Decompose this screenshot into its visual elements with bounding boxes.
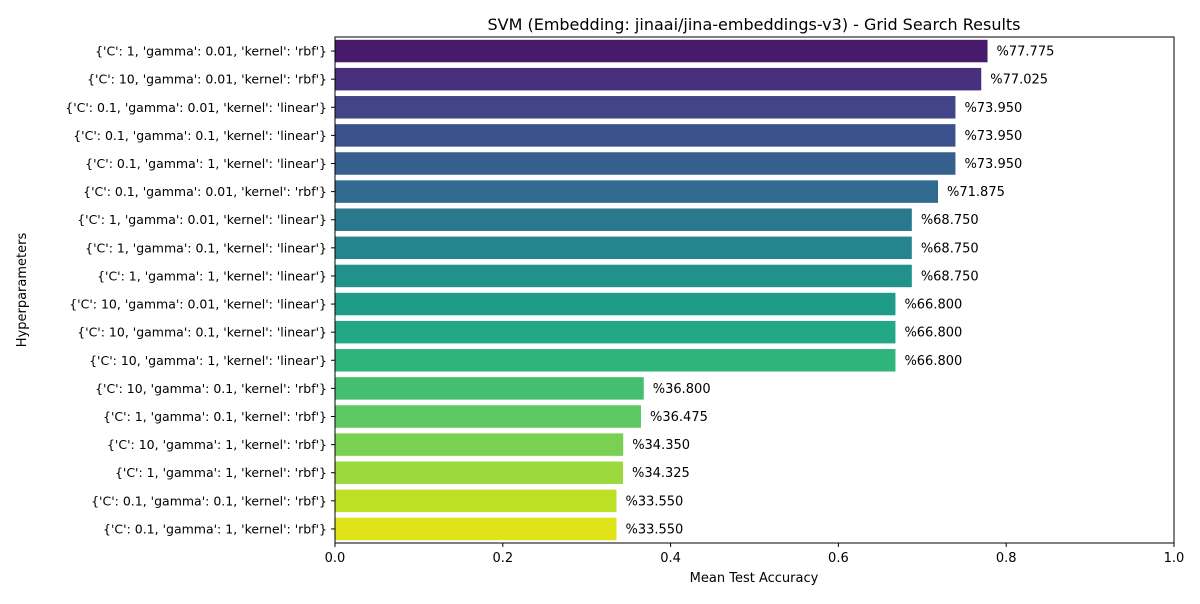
data-label: %34.350	[632, 438, 690, 453]
y-tick-label: {'C': 0.1, 'gamma': 0.01, 'kernel': 'rbf…	[83, 184, 327, 199]
data-label: %33.550	[625, 522, 683, 537]
data-label: %73.950	[964, 101, 1022, 116]
y-tick-label: {'C': 1, 'gamma': 0.1, 'kernel': 'linear…	[85, 240, 327, 255]
bar	[335, 67, 982, 91]
data-label: %77.775	[997, 45, 1055, 60]
data-label: %68.750	[921, 241, 979, 256]
y-tick-label: {'C': 0.1, 'gamma': 0.01, 'kernel': 'lin…	[65, 100, 327, 115]
bar	[335, 152, 956, 175]
x-tick-label: 0.4	[660, 551, 681, 566]
x-tick-label: 0.8	[996, 551, 1017, 566]
y-tick-label: {'C': 10, 'gamma': 0.01, 'kernel': 'line…	[69, 297, 327, 312]
y-tick-label: {'C': 0.1, 'gamma': 1, 'kernel': 'rbf'}	[103, 521, 327, 536]
x-tick-label: 0.6	[828, 551, 849, 566]
data-label: %34.325	[632, 466, 690, 481]
y-tick-label: {'C': 0.1, 'gamma': 0.1, 'kernel': 'rbf'…	[91, 493, 327, 508]
y-tick-label: {'C': 1, 'gamma': 1, 'kernel': 'linear'}	[97, 268, 327, 283]
bar	[335, 377, 644, 400]
y-tick-labels: {'C': 1, 'gamma': 0.01, 'kernel': 'rbf'}…	[65, 44, 335, 536]
bar	[335, 517, 617, 541]
y-tick-label: {'C': 10, 'gamma': 0.1, 'kernel': 'rbf'}	[95, 381, 327, 396]
chart-title: SVM (Embedding: jinaai/jina-embeddings-v…	[487, 15, 1020, 34]
x-axis-ticks: 0.0 0.2 0.4 0.6 0.8 1.0	[325, 543, 1185, 566]
bars-group	[335, 39, 988, 541]
y-tick-label: {'C': 1, 'gamma': 0.01, 'kernel': 'linea…	[77, 212, 327, 227]
data-label: %33.550	[625, 494, 683, 509]
plot-frame	[334, 36, 1175, 544]
bar	[335, 180, 939, 203]
data-label: %36.800	[653, 382, 711, 397]
x-tick-label: 1.0	[1164, 551, 1185, 566]
y-tick-label: {'C': 1, 'gamma': 0.1, 'kernel': 'rbf'}	[103, 409, 327, 424]
bar	[335, 433, 624, 456]
bar	[335, 39, 988, 63]
y-tick-label: {'C': 10, 'gamma': 1, 'kernel': 'rbf'}	[107, 437, 327, 452]
bar	[335, 405, 642, 428]
y-tick-label: {'C': 10, 'gamma': 0.01, 'kernel': 'rbf'…	[87, 72, 327, 87]
y-tick-label: {'C': 10, 'gamma': 0.1, 'kernel': 'linea…	[77, 325, 327, 340]
y-tick-label: {'C': 10, 'gamma': 1, 'kernel': 'linear'…	[89, 353, 327, 368]
data-label: %73.950	[964, 129, 1022, 144]
y-tick-label: {'C': 1, 'gamma': 0.01, 'kernel': 'rbf'}	[95, 44, 327, 59]
data-label: %68.750	[921, 213, 979, 228]
y-tick-label: {'C': 0.1, 'gamma': 1, 'kernel': 'linear…	[85, 156, 327, 171]
y-tick-label: {'C': 0.1, 'gamma': 0.1, 'kernel': 'line…	[73, 128, 327, 143]
data-label: %71.875	[947, 185, 1005, 200]
data-labels: %77.775 %77.025 %73.950 %73.950 %73.950 %71.8…	[625, 45, 1054, 538]
bar	[335, 292, 896, 316]
bar	[335, 124, 956, 147]
bar	[335, 461, 623, 484]
bar	[335, 320, 896, 344]
bar	[335, 236, 912, 260]
y-axis-label: Hyperparameters	[15, 233, 30, 348]
data-label: %77.025	[990, 73, 1048, 88]
bar	[335, 96, 956, 119]
bar	[335, 208, 912, 231]
data-label: %73.950	[964, 157, 1022, 172]
data-label: %66.800	[904, 326, 962, 341]
data-label: %66.800	[904, 298, 962, 313]
bar	[335, 264, 912, 288]
data-label: %66.800	[904, 354, 962, 369]
bar	[335, 349, 896, 372]
data-label: %68.750	[921, 269, 979, 284]
x-tick-label: 0.0	[325, 551, 346, 566]
x-tick-label: 0.2	[492, 551, 513, 566]
bar	[335, 489, 617, 513]
y-tick-label: {'C': 1, 'gamma': 1, 'kernel': 'rbf'}	[115, 465, 327, 480]
data-label: %36.475	[650, 410, 708, 425]
x-axis-label: Mean Test Accuracy	[690, 571, 819, 586]
